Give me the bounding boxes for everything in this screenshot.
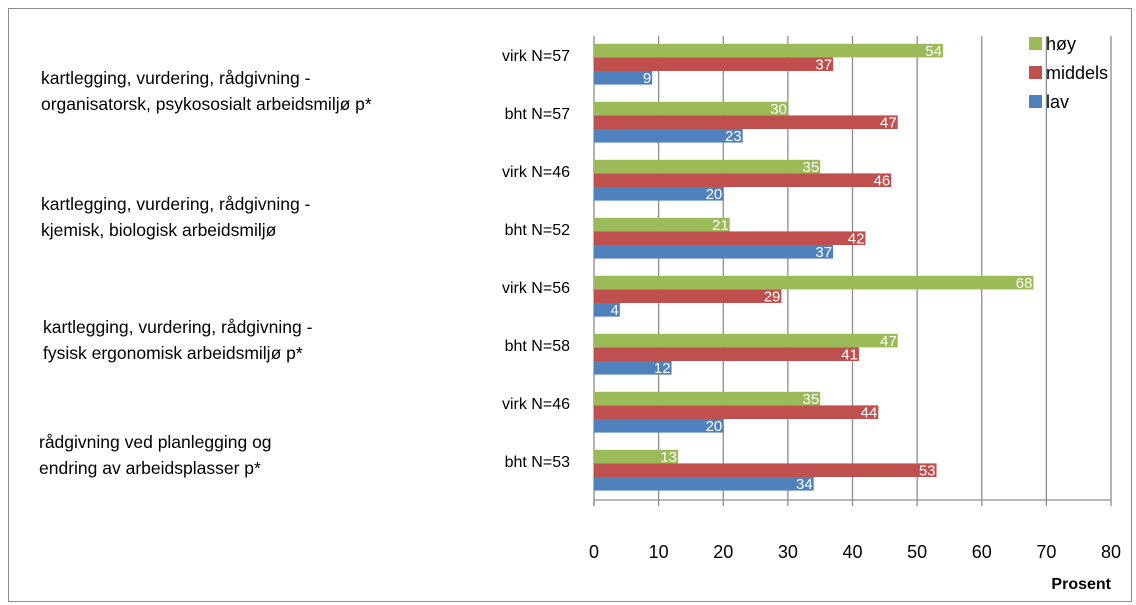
bar-høy [594,449,679,464]
bar-høy [594,217,730,232]
x-tick-label: 50 [907,542,927,562]
group-label-line: kartlegging, vurdering, rådgivning - [43,317,313,337]
group-label-2: kartlegging, vurdering, rådgivning - kje… [41,191,310,243]
x-tick-label: 40 [842,542,862,562]
bar-høy [594,159,821,174]
data-label: 42 [848,231,865,248]
category-label: bht N=57 [505,106,570,123]
x-tick-label: 80 [1101,542,1121,562]
data-label: 47 [880,115,897,132]
legend-swatch [1029,66,1042,79]
bar-høy [594,391,821,406]
bar-middels [594,463,937,477]
data-label: 9 [643,70,651,87]
legend-swatch [1029,95,1042,108]
category-label: bht N=53 [505,454,570,471]
bar-lav [594,361,672,375]
group-label-line: organisatorsk, psykososialt arbeidsmiljø… [41,94,372,114]
data-label: 54 [925,43,942,60]
data-label: 35 [803,159,820,176]
data-label: 37 [815,244,832,261]
data-label: 12 [654,360,671,377]
bar-middels [594,173,892,187]
data-label: 34 [796,476,813,493]
data-label: 4 [611,302,619,319]
group-label-line: kartlegging, vurdering, rådgivning - [41,68,311,88]
group-label-4: rådgivning ved planlegging og endring av… [39,429,272,481]
legend-label: lav [1046,92,1069,112]
bar-middels [594,289,782,303]
bar-middels [594,347,859,361]
x-tick-label: 70 [1036,542,1056,562]
data-label: 23 [725,128,742,145]
x-tick-label: 20 [713,542,733,562]
data-label: 44 [861,405,878,422]
group-label-line: kartlegging, vurdering, rådgivning - [41,194,311,214]
data-label: 68 [1016,275,1033,292]
x-tick-label: 10 [649,542,669,562]
group-label-line: endring av arbeidsplasser p* [39,458,261,478]
bar-middels [594,57,834,71]
bar-høy [594,43,943,58]
data-label: 37 [815,57,832,74]
legend-label: middels [1046,63,1108,83]
group-label-3: kartlegging, vurdering, rådgivning - fys… [43,314,312,366]
bar-lav [594,129,743,143]
x-tick-label: 60 [972,542,992,562]
bar-middels [594,115,898,129]
x-tick-label: 0 [589,542,599,562]
x-tick-label: 30 [778,542,798,562]
bar-høy [594,101,788,116]
data-label: 30 [770,101,787,118]
data-label: 35 [803,391,820,408]
category-label: virk N=46 [502,396,570,413]
group-label-line: kjemisk, biologisk arbeidsmiljø [41,220,277,240]
category-label: virk N=46 [502,164,570,181]
bar-middels [594,405,879,419]
data-label: 29 [764,289,781,306]
category-label: bht N=52 [505,222,570,239]
data-label: 20 [706,186,723,203]
data-label: 53 [919,463,936,480]
bar-høy [594,333,898,348]
bar-lav [594,303,620,317]
x-axis-title: Prosent [1051,576,1111,593]
group-label-1: kartlegging, vurdering, rådgivning - org… [41,65,372,117]
bar-lav [594,71,653,85]
bar-lav [594,187,724,201]
group-label-line: fysisk ergonomisk arbeidsmiljø p* [43,343,303,363]
category-label: bht N=58 [505,338,570,355]
bar-lav [594,245,834,259]
data-label: 41 [841,347,858,364]
category-label: virk N=56 [502,280,570,297]
bar-lav [594,419,724,433]
data-label: 13 [660,449,677,466]
data-label: 21 [712,217,729,234]
category-label: virk N=57 [502,48,570,65]
group-label-line: rådgivning ved planlegging og [39,432,272,452]
data-label: 46 [874,173,891,190]
bar-høy [594,275,1034,290]
legend-label: høy [1046,34,1076,54]
data-label: 47 [880,333,897,350]
chart-frame [8,8,1132,602]
data-label: 20 [706,418,723,435]
legend-swatch [1029,37,1042,50]
bar-lav [594,477,814,491]
bar-middels [594,231,866,245]
